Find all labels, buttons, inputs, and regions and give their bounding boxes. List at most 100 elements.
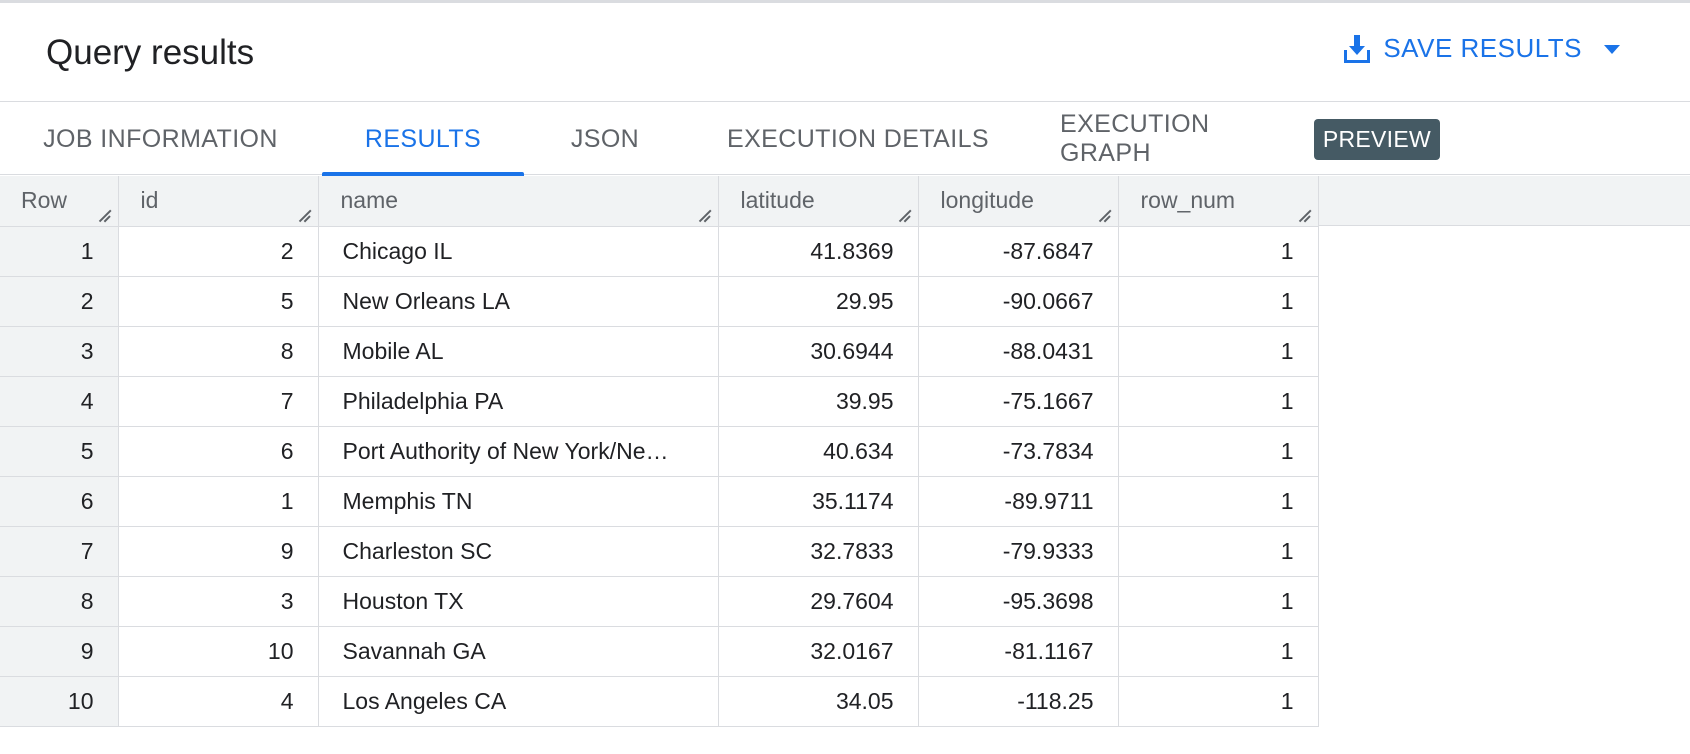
row-number-cell: 8: [0, 575, 119, 627]
name-cell: Savannah GA: [317, 625, 719, 677]
table-row: 2 5 New Orleans LA 29.95 -90.0667 1: [0, 275, 1319, 327]
longitude-cell: -95.3698: [917, 575, 1119, 627]
resize-handle-icon[interactable]: [98, 208, 112, 222]
latitude-cell: 32.7833: [717, 525, 919, 577]
tab-execution-details[interactable]: EXECUTION DETAILS: [710, 103, 1006, 175]
resize-handle-icon[interactable]: [698, 208, 712, 222]
preview-badge: PREVIEW: [1313, 118, 1440, 160]
longitude-cell: -81.1167: [917, 625, 1119, 677]
name-cell: New Orleans LA: [317, 275, 719, 327]
column-header-id: id: [117, 176, 319, 227]
tab-label: JSON: [570, 124, 640, 153]
latitude-cell: 34.05: [717, 675, 919, 727]
table-row: 5 6 Port Authority of New York/Ne… 40.63…: [0, 425, 1319, 477]
latitude-cell: 30.6944: [717, 325, 919, 377]
row-num-cell: 1: [1117, 625, 1319, 677]
results-tabs: JOB INFORMATION RESULTS JSON EXECUTION D…: [0, 103, 1690, 176]
latitude-cell: 32.0167: [717, 625, 919, 677]
id-cell: 9: [117, 525, 319, 577]
latitude-cell: 39.95: [717, 375, 919, 427]
tab-label: EXECUTION GRAPH: [1060, 110, 1210, 167]
results-grid: Row id name latitude longitude row_num 1…: [0, 176, 1319, 727]
table-row: 10 4 Los Angeles CA 34.05 -118.25 1: [0, 675, 1319, 727]
id-cell: 8: [117, 325, 319, 377]
row-num-cell: 1: [1117, 575, 1319, 627]
table-header-row: Row id name latitude longitude row_num: [0, 176, 1319, 227]
active-tab-indicator: [322, 172, 524, 176]
resize-handle-icon[interactable]: [1298, 208, 1312, 222]
table-row: 7 9 Charleston SC 32.7833 -79.9333 1: [0, 525, 1319, 577]
tab-json[interactable]: JSON: [552, 103, 658, 175]
tab-results[interactable]: RESULTS: [322, 103, 524, 176]
table-row: 3 8 Mobile AL 30.6944 -88.0431 1: [0, 325, 1319, 377]
id-cell: 7: [117, 375, 319, 427]
longitude-cell: -90.0667: [917, 275, 1119, 327]
tab-job-information[interactable]: JOB INFORMATION: [23, 103, 298, 175]
column-header-name: name: [317, 176, 719, 227]
latitude-cell: 29.95: [717, 275, 919, 327]
row-number-cell: 4: [0, 375, 119, 427]
column-label: id: [140, 187, 159, 214]
table-row: 8 3 Houston TX 29.7604 -95.3698 1: [0, 575, 1319, 627]
row-num-cell: 1: [1117, 675, 1319, 727]
results-table: Row id name latitude longitude row_num 1…: [0, 176, 1319, 727]
row-num-cell: 1: [1117, 275, 1319, 327]
column-label: name: [340, 187, 399, 214]
id-cell: 10: [117, 625, 319, 677]
tab-execution-graph[interactable]: EXECUTION GRAPH PREVIEW: [1060, 103, 1440, 175]
table-row: 9 10 Savannah GA 32.0167 -81.1167 1: [0, 625, 1319, 677]
page-title: Query results: [46, 33, 255, 72]
row-num-cell: 1: [1117, 325, 1319, 377]
longitude-cell: -79.9333: [917, 525, 1119, 577]
id-cell: 6: [117, 425, 319, 477]
name-cell: Los Angeles CA: [317, 675, 719, 727]
row-num-cell: 1: [1117, 475, 1319, 527]
grid-header-filler: [1317, 176, 1690, 226]
row-number-cell: 7: [0, 525, 119, 577]
save-results-label: SAVE RESULTS: [1383, 33, 1582, 63]
name-cell: Houston TX: [317, 575, 719, 627]
name-cell: Port Authority of New York/Ne…: [317, 425, 719, 477]
download-icon: [1344, 34, 1371, 63]
row-number-cell: 2: [0, 275, 119, 327]
column-label: row_num: [1140, 187, 1236, 214]
row-number-cell: 9: [0, 625, 119, 677]
column-label: Row: [21, 187, 68, 214]
resize-handle-icon[interactable]: [898, 208, 912, 222]
column-label: longitude: [940, 187, 1034, 214]
row-number-cell: 1: [0, 225, 119, 277]
save-results-button[interactable]: SAVE RESULTS: [1343, 33, 1620, 64]
resize-handle-icon[interactable]: [1098, 208, 1112, 222]
latitude-cell: 35.1174: [717, 475, 919, 527]
id-cell: 4: [117, 675, 319, 727]
name-cell: Philadelphia PA: [317, 375, 719, 427]
row-num-cell: 1: [1117, 525, 1319, 577]
longitude-cell: -118.25: [917, 675, 1119, 727]
name-cell: Memphis TN: [317, 475, 719, 527]
table-row: 4 7 Philadelphia PA 39.95 -75.1667 1: [0, 375, 1319, 427]
table-row: 6 1 Memphis TN 35.1174 -89.9711 1: [0, 475, 1319, 527]
table-row: 1 2 Chicago IL 41.8369 -87.6847 1: [0, 225, 1319, 277]
results-header: Query results SAVE RESULTS: [0, 3, 1690, 102]
longitude-cell: -75.1667: [917, 375, 1119, 427]
name-cell: Charleston SC: [317, 525, 719, 577]
tab-label: EXECUTION DETAILS: [727, 124, 989, 153]
row-number-cell: 3: [0, 325, 119, 377]
longitude-cell: -89.9711: [917, 475, 1119, 527]
column-header-row-num: row_num: [1117, 176, 1319, 227]
caret-down-icon[interactable]: [1604, 45, 1620, 54]
latitude-cell: 40.634: [717, 425, 919, 477]
name-cell: Chicago IL: [317, 225, 719, 277]
id-cell: 3: [117, 575, 319, 627]
id-cell: 2: [117, 225, 319, 277]
id-cell: 1: [117, 475, 319, 527]
resize-handle-icon[interactable]: [298, 208, 312, 222]
tab-label: RESULTS: [364, 124, 482, 153]
latitude-cell: 41.8369: [717, 225, 919, 277]
column-header-row: Row: [0, 176, 119, 227]
column-header-latitude: latitude: [717, 176, 919, 227]
longitude-cell: -73.7834: [917, 425, 1119, 477]
column-header-longitude: longitude: [917, 176, 1119, 227]
row-num-cell: 1: [1117, 375, 1319, 427]
row-num-cell: 1: [1117, 225, 1319, 277]
